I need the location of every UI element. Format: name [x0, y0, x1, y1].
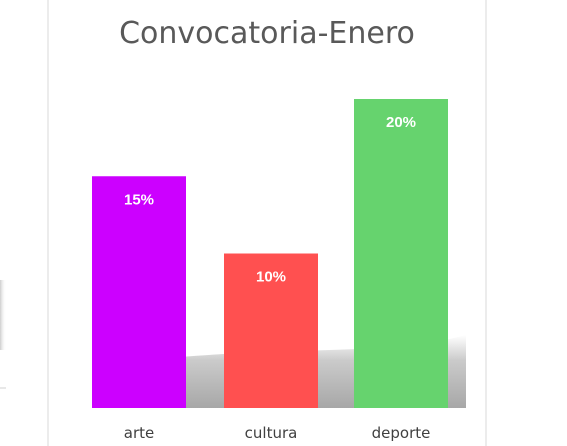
category-label-deporte: deporte — [372, 424, 431, 442]
bar-cultura — [224, 253, 318, 408]
bars-group — [92, 99, 448, 408]
left-edge-shadow — [0, 280, 6, 350]
data-label-cultura: 10% — [256, 269, 286, 286]
data-label-deporte: 20% — [386, 114, 416, 131]
category-labels-group: arte cultura deporte — [124, 424, 431, 442]
bar-arte — [92, 176, 186, 408]
bar-deporte — [354, 99, 448, 408]
category-label-cultura: cultura — [245, 424, 298, 442]
data-label-arte: 15% — [124, 191, 154, 208]
data-labels-group: 15% 10% 20% — [124, 114, 416, 286]
category-label-arte: arte — [124, 424, 154, 442]
chart-title: Convocatoria-Enero — [119, 16, 415, 51]
